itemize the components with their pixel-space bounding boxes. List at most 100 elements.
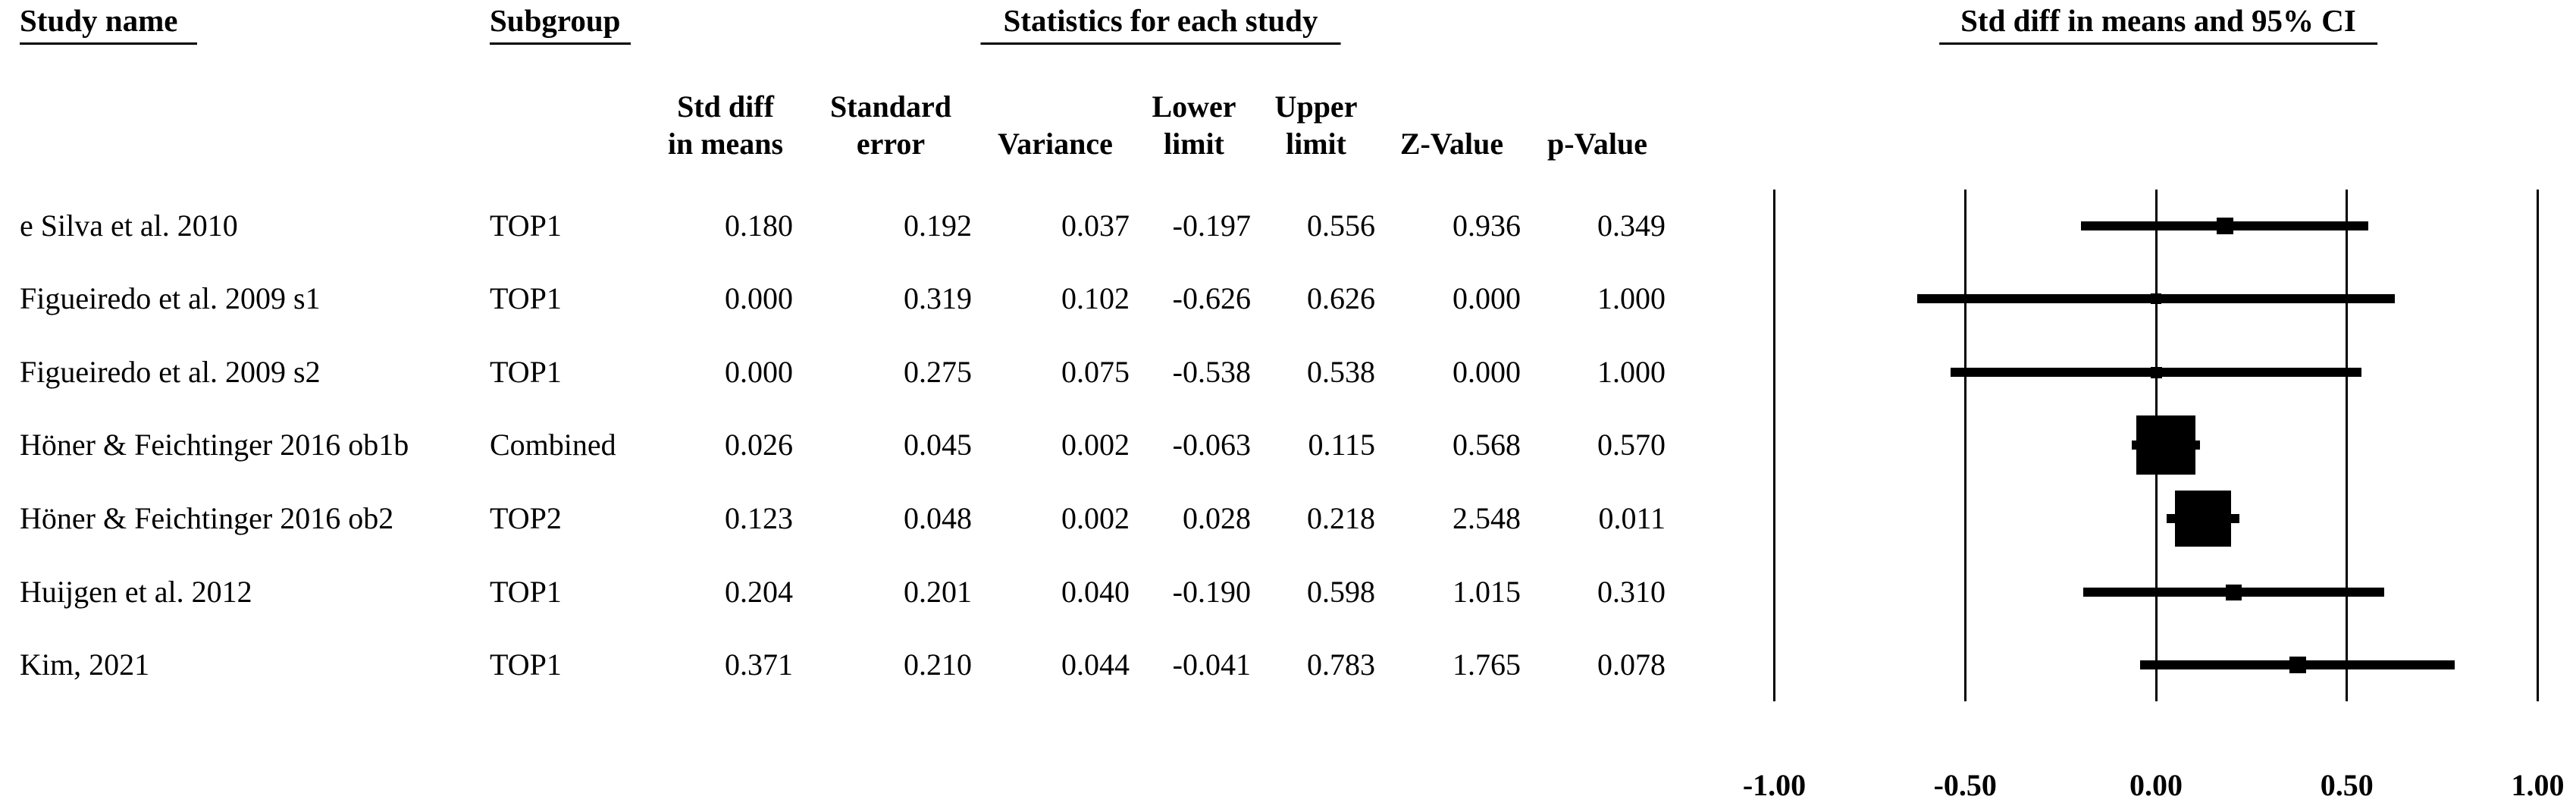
stat-cell-upper: 0.538	[1307, 355, 1375, 389]
stat-cell-variance: 0.002	[1061, 428, 1130, 462]
stat-cell-p: 1.000	[1597, 355, 1666, 389]
stat-cell-z: 0.000	[1453, 355, 1521, 389]
subgroup-cell: TOP1	[490, 575, 562, 609]
stat-cell-z: 0.000	[1453, 281, 1521, 315]
stat-column-header-line1: Std diff	[677, 89, 774, 124]
stat-column-header-line1	[1400, 88, 1503, 125]
point-estimate-marker	[2174, 491, 2231, 547]
stat-cell-variance: 0.037	[1061, 208, 1130, 243]
study-name-cell: Höner & Feichtinger 2016 ob2	[20, 501, 394, 535]
stat-column-header-line1: Lower	[1152, 89, 1236, 124]
point-estimate-marker	[2289, 657, 2306, 673]
stat-cell-std_diff: 0.026	[725, 428, 793, 462]
study-name-cell: Figueiredo et al. 2009 s2	[20, 355, 321, 389]
stat-cell-lower: -0.626	[1172, 281, 1251, 315]
stat-cell-z: 1.765	[1453, 647, 1521, 682]
subgroup-cell: TOP2	[490, 501, 562, 535]
stat-cell-lower: 0.028	[1183, 501, 1251, 535]
study-name-cell: Kim, 2021	[20, 647, 150, 682]
stat-cell-p: 0.349	[1597, 208, 1666, 243]
stat-column-header-line1: Standard	[829, 89, 952, 124]
stat-column-header: Std diff in means	[668, 88, 783, 162]
stat-cell-variance: 0.002	[1061, 501, 1130, 535]
stat-cell-upper: 0.556	[1307, 208, 1375, 243]
stat-column-header: p-Value	[1547, 88, 1647, 162]
stat-cell-lower: -0.197	[1172, 208, 1251, 243]
stat-cell-std_err: 0.201	[904, 575, 972, 609]
stat-column-header-line2: error	[856, 127, 926, 161]
statistics-section-header: Statistics for each study	[980, 3, 1341, 45]
axis-tick-label: 0.00	[2129, 768, 2183, 802]
point-estimate-marker	[2151, 293, 2161, 304]
axis-tick-label: -0.50	[1933, 768, 1997, 802]
stat-cell-z: 1.015	[1453, 575, 1521, 609]
stat-column-header-line2: limit	[1164, 127, 1224, 161]
point-estimate-marker	[2226, 584, 2242, 600]
point-estimate-marker	[2216, 218, 2233, 234]
stat-cell-upper: 0.218	[1307, 501, 1375, 535]
axis-tick-label: 0.50	[2320, 768, 2374, 802]
plot-gridline	[2346, 190, 2349, 701]
axis-tick-label: -1.00	[1742, 768, 1807, 802]
study-name-cell: Figueiredo et al. 2009 s1	[20, 281, 321, 315]
stat-column-header-line2: Variance	[998, 127, 1113, 161]
stat-cell-std_err: 0.048	[904, 501, 972, 535]
stat-column-header: Z-Value	[1400, 88, 1503, 162]
stat-cell-std_err: 0.192	[904, 208, 972, 243]
plot-gridline	[2537, 190, 2539, 701]
stat-cell-variance: 0.040	[1061, 575, 1130, 609]
point-estimate-marker	[2150, 366, 2162, 378]
stat-cell-p: 0.011	[1598, 501, 1666, 535]
plot-section-header: Std diff in means and 95% CI	[1939, 3, 2377, 45]
stat-column-header-line1	[998, 88, 1113, 125]
stat-cell-variance: 0.044	[1061, 647, 1130, 682]
stat-cell-p: 0.570	[1597, 428, 1666, 462]
plot-gridline	[1963, 190, 1966, 701]
stat-cell-upper: 0.598	[1307, 575, 1375, 609]
stat-cell-p: 0.310	[1597, 575, 1666, 609]
stat-column-header-line2: p-Value	[1547, 127, 1647, 161]
axis-tick-label: 1.00	[2511, 768, 2565, 802]
stat-cell-std_diff: 0.000	[725, 281, 793, 315]
stat-cell-z: 0.936	[1453, 208, 1521, 243]
stat-cell-std_diff: 0.204	[725, 575, 793, 609]
stat-column-header-line2: limit	[1286, 127, 1346, 161]
stat-column-header-line2: Z-Value	[1399, 127, 1504, 161]
subgroup-cell: TOP1	[490, 281, 562, 315]
stat-cell-z: 0.568	[1453, 428, 1521, 462]
stat-cell-std_err: 0.045	[904, 428, 972, 462]
stat-cell-variance: 0.102	[1061, 281, 1130, 315]
subgroup-cell: TOP1	[490, 208, 562, 243]
subgroup-cell: Combined	[490, 428, 616, 462]
stat-cell-std_diff: 0.000	[725, 355, 793, 389]
stat-column-header-line1: Upper	[1274, 89, 1358, 124]
stat-cell-upper: 0.626	[1307, 281, 1375, 315]
stat-cell-std_err: 0.210	[904, 647, 972, 682]
stat-column-header: Standard error	[830, 88, 951, 162]
subgroup-cell: TOP1	[490, 355, 562, 389]
stat-cell-upper: 0.115	[1308, 428, 1375, 462]
study-name-column-header: Study name	[20, 3, 198, 45]
stat-cell-upper: 0.783	[1307, 647, 1375, 682]
stat-column-header: Variance	[998, 88, 1113, 162]
stat-cell-std_diff: 0.123	[725, 501, 793, 535]
study-name-cell: Höner & Feichtinger 2016 ob1b	[20, 428, 409, 462]
stat-cell-std_err: 0.275	[904, 355, 972, 389]
stat-column-header: Upper limit	[1275, 88, 1358, 162]
stat-column-header-line1	[1547, 88, 1647, 125]
stat-cell-lower: -0.063	[1172, 428, 1251, 462]
stat-cell-lower: -0.190	[1172, 575, 1251, 609]
stat-cell-z: 2.548	[1453, 501, 1521, 535]
subgroup-cell: TOP1	[490, 647, 562, 682]
stat-cell-std_diff: 0.371	[725, 647, 793, 682]
study-name-cell: Huijgen et al. 2012	[20, 575, 252, 609]
stat-cell-lower: -0.538	[1172, 355, 1251, 389]
stat-column-header: Lower limit	[1152, 88, 1236, 162]
stat-cell-variance: 0.075	[1061, 355, 1130, 389]
subgroup-column-header: Subgroup	[490, 3, 631, 45]
stat-cell-lower: -0.041	[1172, 647, 1251, 682]
stat-cell-p: 1.000	[1597, 281, 1666, 315]
stat-cell-p: 0.078	[1597, 647, 1666, 682]
stat-cell-std_err: 0.319	[904, 281, 972, 315]
